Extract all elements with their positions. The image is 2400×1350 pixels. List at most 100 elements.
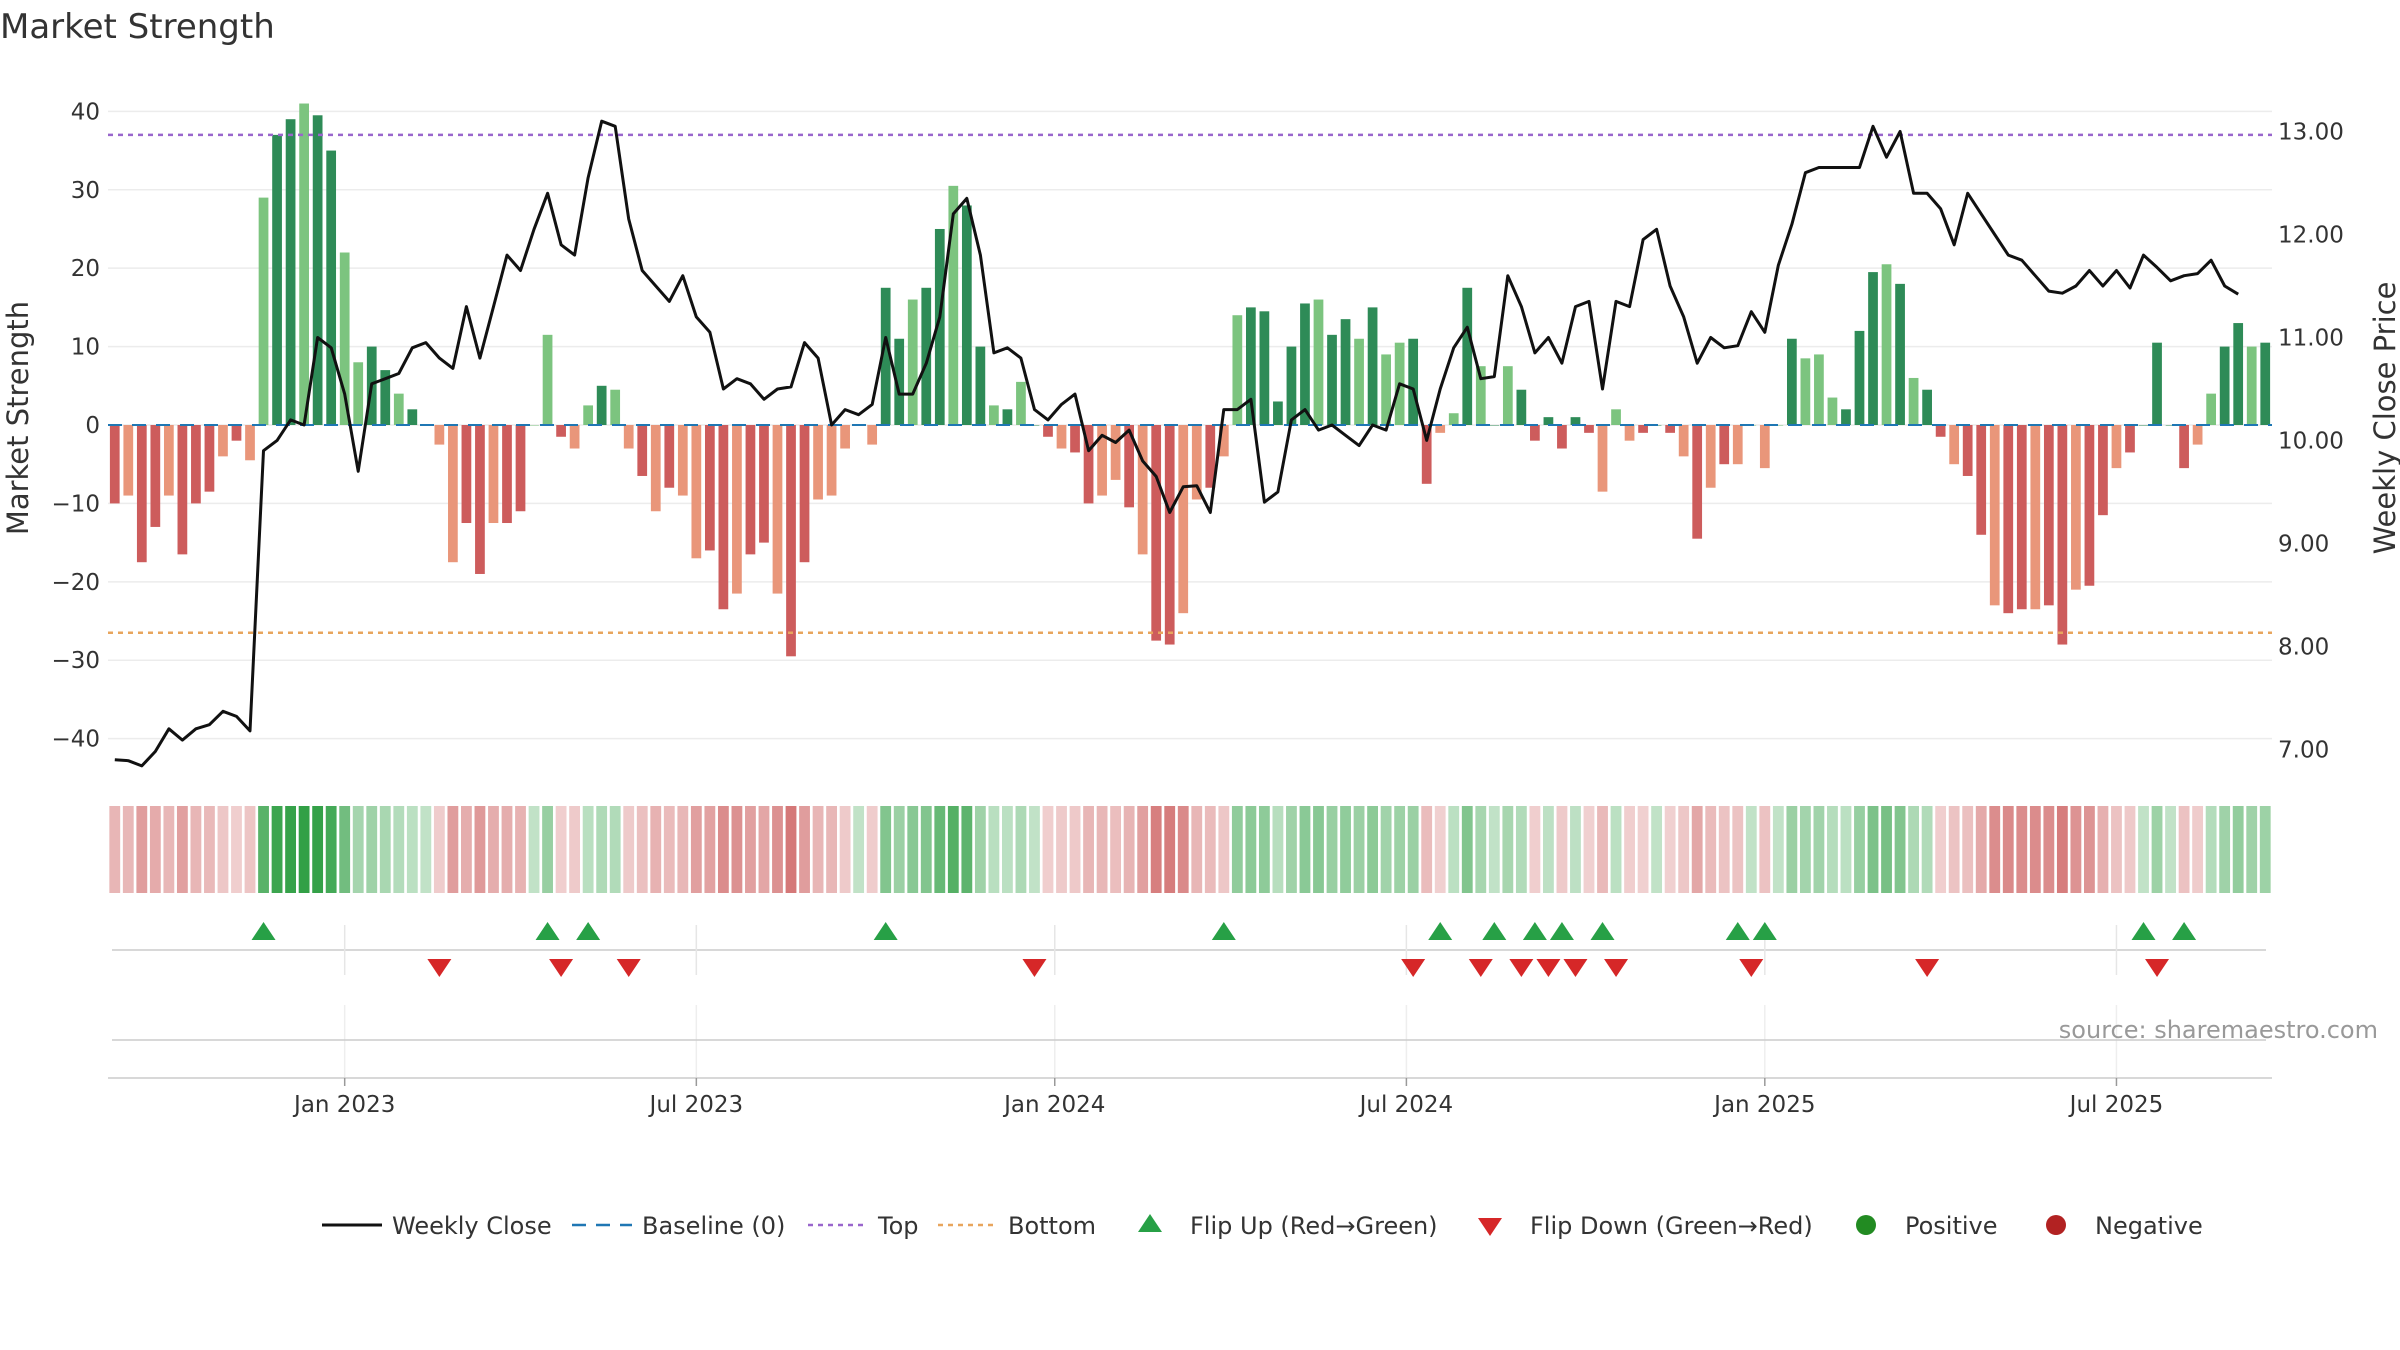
heat-cell (1786, 806, 1798, 893)
heat-cell (1272, 806, 1284, 893)
heat-cell (271, 806, 283, 893)
heat-cell (1867, 806, 1879, 893)
x-axis: Jan 2023 Jul 2023 Jan 2024 Jul 2024 Jan 2025… (108, 1005, 2272, 1118)
flip-up-marker (535, 922, 560, 940)
heat-cell (1610, 806, 1622, 893)
heat-cell (1772, 806, 1784, 893)
y-tick-label-left: −40 (51, 727, 100, 753)
heat-cell (1732, 806, 1744, 893)
heat-cell (1962, 806, 1974, 893)
heat-cell (163, 806, 175, 893)
strength-bar (1448, 413, 1459, 425)
strength-bar (934, 228, 945, 425)
strength-bar (1313, 299, 1324, 425)
strength-bar (1137, 425, 1148, 555)
heat-cell (204, 806, 215, 893)
heat-cell (623, 806, 635, 893)
strength-bar (569, 425, 580, 449)
strength-bar (461, 425, 472, 524)
strength-bar (1489, 425, 1500, 426)
strength-bar (1300, 303, 1310, 425)
heat-cell (1840, 806, 1852, 893)
heat-cell (285, 806, 296, 893)
heat-cell (1854, 806, 1865, 893)
strength-bar (2057, 425, 2068, 645)
heat-cell (1543, 806, 1554, 893)
strength-bar (1922, 389, 1932, 425)
flip-down-marker (1509, 959, 1534, 977)
heat-cell (515, 806, 526, 893)
heat-cell (731, 806, 743, 893)
strength-bar (2016, 425, 2027, 610)
strength-bar (637, 425, 648, 476)
flip-down-marker (549, 959, 574, 977)
strength-bar (2260, 342, 2271, 425)
strength-bar (204, 425, 215, 492)
heat-cell (1813, 806, 1825, 893)
heat-cell (1664, 806, 1676, 893)
strength-bar (1530, 425, 1540, 441)
heat-cell (555, 806, 567, 893)
legend-label: Weekly Close (392, 1212, 552, 1240)
y-tick-label-left: −20 (51, 570, 100, 596)
heat-cell (1421, 806, 1433, 893)
legend-label: Flip Down (Green→Red) (1530, 1212, 1813, 1240)
heat-cell (1015, 806, 1027, 893)
heat-cell (2084, 806, 2095, 893)
strength-bar (1056, 425, 1067, 449)
heat-cell (190, 806, 202, 893)
strength-bar (1638, 425, 1648, 433)
strength-bar (907, 299, 918, 425)
x-tick-label: Jan 2025 (1712, 1092, 1815, 1118)
heat-cell (636, 806, 648, 893)
x-tick-label: Jul 2024 (1358, 1092, 1454, 1118)
strength-bar (1557, 425, 1567, 449)
heat-cell (231, 806, 242, 893)
heat-cell (1718, 806, 1730, 893)
heat-cell (1056, 806, 1067, 893)
strength-bar (1218, 425, 1229, 457)
heat-cell (785, 806, 797, 893)
strength-bar (353, 362, 364, 425)
heat-cell (2205, 806, 2217, 893)
strength-bar (1043, 425, 1053, 437)
strength-bar (2192, 425, 2203, 445)
strength-bar (2152, 342, 2162, 425)
strength-bar (1110, 425, 1121, 480)
strength-bar (258, 197, 269, 425)
heat-cell (2002, 806, 2014, 893)
heat-cell (2043, 806, 2055, 893)
heat-cell (1556, 806, 1568, 893)
legend-triangle-down-icon (1478, 1218, 1502, 1236)
strength-bar (218, 425, 228, 457)
legend-item: Weekly Close (322, 1212, 552, 1240)
heat-cell (2056, 806, 2068, 893)
heat-cell (1042, 806, 1054, 893)
heat-cell (244, 806, 256, 893)
flip-up-marker (1428, 922, 1453, 940)
heat-cell (2016, 806, 2028, 893)
heat-cell (1286, 806, 1297, 893)
legend-item: Top (808, 1212, 919, 1240)
heat-cell (974, 806, 986, 893)
heat-cell (1407, 806, 1419, 893)
heat-cell (582, 806, 594, 893)
strength-bar (1584, 425, 1594, 433)
strength-bar (529, 425, 539, 426)
legend-item: Flip Up (Red→Green) (1138, 1212, 1438, 1240)
heat-cell (1299, 806, 1311, 893)
strength-bar (272, 134, 282, 426)
heat-cell (1759, 806, 1771, 893)
strength-bar (1597, 425, 1608, 492)
heat-cell (1367, 806, 1378, 893)
flip-down-marker (1739, 959, 1764, 977)
y-tick-label-left: 10 (71, 335, 100, 361)
heat-cell (758, 806, 770, 893)
heat-cell (2246, 806, 2258, 893)
heat-cell (528, 806, 540, 893)
heat-cell (1340, 806, 1351, 893)
strength-bar (2084, 425, 2095, 586)
heat-cell (1488, 806, 1500, 893)
heat-cell (1150, 806, 1162, 893)
strength-bar (732, 425, 742, 594)
